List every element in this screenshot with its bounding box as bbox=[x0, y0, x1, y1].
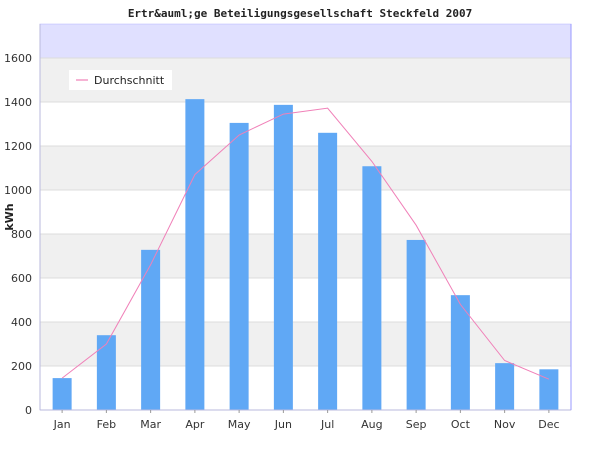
axes bbox=[39, 23, 572, 411]
bar bbox=[450, 295, 470, 410]
average-line bbox=[61, 107, 550, 380]
bar bbox=[141, 249, 161, 410]
bar bbox=[406, 239, 426, 410]
y-tick-label: 400 bbox=[11, 316, 32, 329]
legend-label: Durchschnitt bbox=[94, 74, 165, 87]
chart-title: Ertr&auml;ge Beteiligungsgesellschaft St… bbox=[128, 7, 472, 20]
y-axis-label: kWh bbox=[3, 203, 16, 230]
bar bbox=[185, 99, 205, 410]
x-tick-label: Oct bbox=[451, 418, 471, 431]
plot-band bbox=[40, 278, 571, 322]
bar bbox=[318, 132, 338, 411]
x-tick-label: Sep bbox=[406, 418, 427, 431]
bar-series bbox=[52, 99, 559, 411]
y-tick-labels: 0 200 400 600 800 1000 1200 1400 1600 bbox=[4, 52, 32, 417]
legend: Durchschnitt bbox=[69, 70, 172, 90]
bar bbox=[52, 378, 72, 410]
y-tick-label: 200 bbox=[11, 360, 32, 373]
bar bbox=[539, 369, 559, 410]
x-tick-label: Nov bbox=[494, 418, 516, 431]
line-series bbox=[61, 107, 550, 380]
x-tick-label: Aug bbox=[361, 418, 382, 431]
y-tick-label: 0 bbox=[25, 404, 32, 417]
x-tick-label: Jun bbox=[274, 418, 292, 431]
x-tick-label: Apr bbox=[185, 418, 205, 431]
y-tick-label: 800 bbox=[11, 228, 32, 241]
y-tick-label: 1200 bbox=[4, 140, 32, 153]
plot-band bbox=[40, 190, 571, 234]
plot-band bbox=[40, 322, 571, 366]
x-tick-label: Mar bbox=[140, 418, 161, 431]
y-tick-label: 1600 bbox=[4, 52, 32, 65]
x-tick-label: Dec bbox=[538, 418, 559, 431]
bar bbox=[273, 104, 293, 411]
x-tick-label: Jul bbox=[320, 418, 334, 431]
x-tick-label: May bbox=[228, 418, 251, 431]
plot-band bbox=[40, 366, 571, 410]
bar bbox=[96, 335, 116, 410]
y-tick-label: 1000 bbox=[4, 184, 32, 197]
x-tick-labels: Jan Feb Mar Apr May Jun Jul Aug Sep Oct Nov Dec bbox=[53, 410, 560, 431]
bar bbox=[229, 122, 249, 411]
plot-band bbox=[40, 102, 571, 146]
x-tick-label: Jan bbox=[53, 418, 71, 431]
plot-frame bbox=[39, 23, 572, 411]
y-tick-label: 600 bbox=[11, 272, 32, 285]
plot-top-area bbox=[40, 24, 571, 58]
y-tick-label: 1400 bbox=[4, 96, 32, 109]
x-tick-label: Feb bbox=[97, 418, 116, 431]
bar bbox=[362, 166, 382, 410]
plot-band bbox=[40, 234, 571, 278]
legend-box bbox=[69, 70, 172, 90]
bar bbox=[495, 363, 515, 410]
plot-band bbox=[40, 146, 571, 190]
